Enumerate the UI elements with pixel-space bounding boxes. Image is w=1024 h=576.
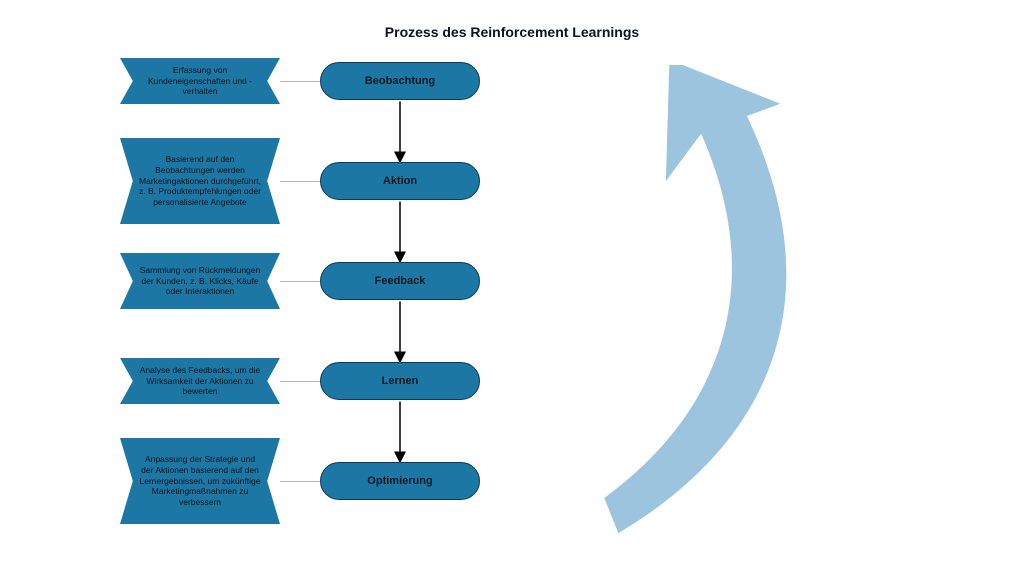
step-description-text: Analyse des Feedbacks, um die Wirksamkei… xyxy=(120,361,280,401)
step-description: Sammlung von Rückmeldungen der Kunden, z… xyxy=(120,253,280,309)
step-label: Aktion xyxy=(383,175,417,187)
step-description: Basierend auf den Beobachtungen werden M… xyxy=(120,138,280,224)
step-label: Lernen xyxy=(382,375,419,387)
step-description: Anpassung der Strategie und der Aktionen… xyxy=(120,438,280,524)
step-description: Erfassung von Kundeneigenschaften und -v… xyxy=(120,58,280,104)
desc-connector xyxy=(280,381,320,382)
step-node: Feedback xyxy=(320,262,480,300)
step-label: Beobachtung xyxy=(365,75,435,87)
step-node: Aktion xyxy=(320,162,480,200)
desc-connector xyxy=(280,281,320,282)
loop-arrow-icon xyxy=(555,65,895,535)
step-label: Feedback xyxy=(375,275,426,287)
diagram-title: Prozess des Reinforcement Learnings xyxy=(0,24,1024,40)
step-node: Beobachtung xyxy=(320,62,480,100)
desc-connector xyxy=(280,81,320,82)
desc-connector xyxy=(280,181,320,182)
diagram-canvas: Prozess des Reinforcement Learnings Beob… xyxy=(0,0,1024,576)
step-description-text: Erfassung von Kundeneigenschaften und -v… xyxy=(120,61,280,101)
desc-connector xyxy=(280,481,320,482)
step-label: Optimierung xyxy=(367,475,432,487)
step-description-text: Sammlung von Rückmeldungen der Kunden, z… xyxy=(120,261,280,301)
step-node: Lernen xyxy=(320,362,480,400)
step-description: Analyse des Feedbacks, um die Wirksamkei… xyxy=(120,358,280,404)
step-description-text: Anpassung der Strategie und der Aktionen… xyxy=(120,450,280,511)
step-node: Optimierung xyxy=(320,462,480,500)
step-description-text: Basierend auf den Beobachtungen werden M… xyxy=(120,150,280,211)
